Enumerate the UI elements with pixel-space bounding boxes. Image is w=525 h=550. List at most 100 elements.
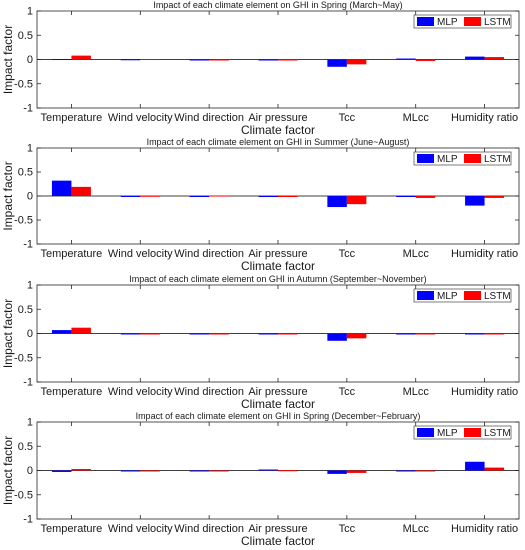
y-tick-label: 0.5: [18, 167, 33, 179]
x-tick-label: Temperature: [41, 523, 103, 535]
x-tick-label: Wind velocity: [108, 386, 173, 398]
bar-lstm-wind-direction: [209, 195, 229, 197]
legend: MLP LSTM: [413, 288, 512, 303]
x-tick-label: Wind direction: [174, 523, 244, 535]
legend-label-mlp: MLP: [437, 291, 458, 302]
x-tick-label: Wind velocity: [108, 112, 173, 124]
legend-swatch-lstm: [464, 428, 481, 437]
x-tick-label: Humidity ratio: [451, 386, 518, 398]
chart-panel-1: -1 -0.5 0 0.5 1 Temperature Wind velocity Wind …: [1, 0, 520, 137]
x-tick-label: Wind direction: [174, 248, 244, 260]
y-tick-label: -1: [23, 514, 33, 526]
bar-mlp-air-pressure: [258, 196, 278, 197]
legend-box: [413, 288, 512, 303]
x-tick-label: Air pressure: [248, 248, 307, 260]
y-tick-label: 1: [27, 417, 33, 429]
legend-swatch-mlp: [417, 291, 434, 300]
legend-label-mlp: MLP: [437, 17, 458, 28]
bar-mlp-wind-direction: [189, 470, 210, 472]
y-axis-label: Impact factor: [1, 436, 15, 505]
chart-panel-2: -1 -0.5 0 0.5 1 Temperature Wind velocity Wind …: [1, 137, 520, 273]
bar-mlp-tcc: [327, 470, 347, 474]
bar-mlp-tcc: [327, 196, 347, 208]
x-tick-label: Air pressure: [248, 112, 307, 124]
bar-mlp-wind-direction: [189, 59, 210, 61]
y-tick-label: -0.5: [14, 489, 33, 501]
legend-swatch-lstm: [464, 291, 481, 300]
legend-swatch-mlp: [417, 17, 434, 26]
x-tick-label: Wind direction: [174, 112, 244, 124]
bar-mlp-wind-velocity: [120, 470, 141, 472]
legend-swatch-lstm: [464, 154, 481, 163]
bar-mlp-tcc: [327, 333, 347, 341]
x-axis-label: Climate factor: [241, 259, 315, 273]
bar-mlp-wind-velocity: [120, 333, 141, 335]
bar-lstm-air-pressure: [278, 470, 298, 472]
bar-lstm-air-pressure: [278, 196, 298, 197]
y-tick-label: 1: [27, 143, 33, 155]
bar-lstm-tcc: [346, 196, 367, 205]
chart-panel-3: -1 -0.5 0 0.5 1 Temperature Wind velocity Wind …: [1, 274, 520, 411]
bar-mlp-humidity-ratio: [465, 333, 485, 335]
legend-box: [413, 425, 512, 440]
x-tick-label: Air pressure: [248, 523, 307, 535]
bar-lstm-temperature: [71, 469, 91, 471]
y-tick-label: 0.5: [18, 30, 33, 42]
legend-swatch-lstm: [464, 17, 481, 26]
bar-lstm-temperature: [71, 327, 91, 334]
bar-mlp-mlcc: [396, 333, 416, 335]
bar-mlp-wind-direction: [189, 196, 210, 197]
x-axis-label: Climate factor: [241, 123, 315, 137]
bar-lstm-wind-direction: [209, 333, 229, 335]
y-tick-label: 1: [27, 6, 33, 18]
chart-title: Impact of each climate element on GHI in…: [136, 411, 421, 421]
bar-lstm-tcc: [346, 59, 367, 65]
legend-label-lstm: LSTM: [484, 291, 511, 302]
y-axis-label: Impact factor: [1, 299, 15, 368]
x-tick-label: Wind velocity: [108, 523, 173, 535]
bar-lstm-mlcc: [415, 196, 436, 198]
legend-label-lstm: LSTM: [484, 17, 511, 28]
legend: MLP LSTM: [413, 425, 512, 440]
x-axis-label: Climate factor: [241, 397, 315, 411]
x-tick-label: MLcc: [403, 112, 430, 124]
x-tick-label: Wind velocity: [108, 248, 173, 260]
bar-mlp-mlcc: [396, 470, 416, 472]
legend-label-mlp: MLP: [437, 154, 458, 165]
bar-lstm-tcc: [346, 470, 367, 473]
bar-mlp-humidity-ratio: [465, 196, 485, 206]
bar-lstm-mlcc: [415, 333, 436, 335]
bar-lstm-wind-velocity: [140, 195, 160, 197]
bar-mlp-wind-velocity: [120, 59, 141, 61]
bar-lstm-temperature: [71, 55, 91, 60]
bar-lstm-tcc: [346, 333, 367, 339]
legend-swatch-mlp: [417, 154, 434, 163]
bar-lstm-humidity-ratio: [484, 57, 505, 60]
bar-mlp-wind-velocity: [120, 196, 141, 197]
bar-mlp-temperature: [51, 330, 72, 334]
bar-mlp-air-pressure: [258, 333, 278, 335]
bar-mlp-temperature: [51, 59, 72, 61]
y-tick-label: -0.5: [14, 78, 33, 90]
bar-lstm-wind-velocity: [140, 333, 160, 335]
legend-label-lstm: LSTM: [484, 154, 511, 165]
bar-mlp-wind-direction: [189, 333, 210, 335]
legend: MLP LSTM: [413, 14, 512, 29]
bar-lstm-wind-direction: [209, 59, 229, 61]
legend-label-mlp: MLP: [437, 428, 458, 439]
x-tick-label: Humidity ratio: [451, 523, 518, 535]
y-tick-label: 1: [27, 280, 33, 292]
y-tick-label: 0.5: [18, 304, 33, 316]
y-tick-label: 0: [27, 191, 33, 203]
y-tick-label: -1: [23, 103, 33, 115]
legend-box: [413, 151, 512, 166]
y-tick-label: -1: [23, 239, 33, 251]
x-tick-label: Humidity ratio: [451, 112, 518, 124]
x-tick-label: Tcc: [339, 112, 356, 124]
bar-mlp-temperature: [51, 180, 72, 196]
x-tick-label: Tcc: [339, 248, 356, 260]
y-tick-label: 0: [27, 328, 33, 340]
chart-panel-4: -1 -0.5 0 0.5 1 Temperature Wind velocity Wind …: [1, 411, 520, 548]
y-tick-label: -1: [23, 377, 33, 389]
